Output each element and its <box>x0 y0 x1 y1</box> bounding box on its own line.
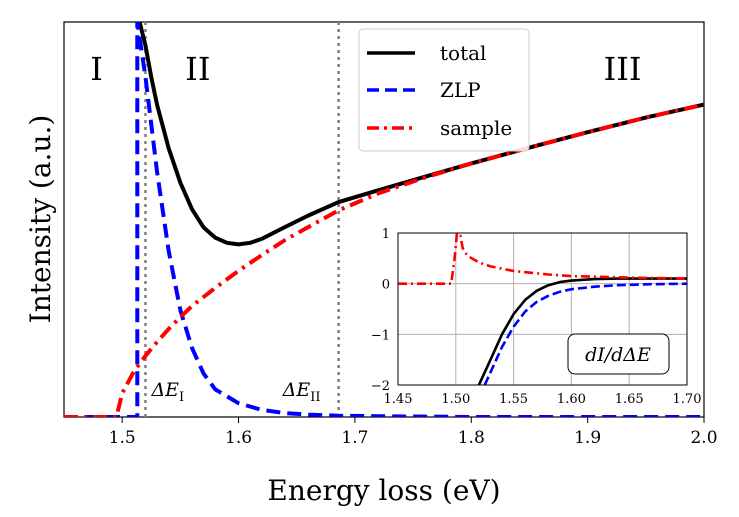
main-x-ticks: 1.5 1.6 1.7 1.8 1.9 2.0 <box>109 417 718 448</box>
x-tick-label: 1.5 <box>109 428 136 448</box>
annotation-box <box>567 333 670 375</box>
x-tick-label: 1.7 <box>341 428 368 448</box>
x-tick-label: 1.8 <box>458 428 485 448</box>
delta-e-one-subscript: I <box>179 390 184 405</box>
legend-label-sample: sample <box>440 116 512 140</box>
inset-ticks: 1.45 1.50 1.55 1.60 1.65 1.70 −2 −1 0 1 <box>371 227 702 407</box>
x-axis-label: Energy loss (eV) <box>267 474 500 507</box>
y-axis-label: Intensity (a.u.) <box>24 115 57 324</box>
svg-text:ΔEI: ΔEI <box>150 379 184 405</box>
legend-label-zlp: ZLP <box>440 78 481 102</box>
inset-series-line-zlp <box>483 282 687 385</box>
x-tick-label: 2.0 <box>690 428 717 448</box>
delta-e-two-symbol: ΔE <box>282 379 311 401</box>
x-tick-label: 1.9 <box>574 428 601 448</box>
region-label-i: I <box>90 50 103 88</box>
inset-series-line-sample <box>398 233 687 285</box>
inset-x-tick-label: 1.45 <box>384 392 413 407</box>
main-series-group <box>64 22 704 417</box>
delta-e-two-label: ΔEII <box>282 379 321 405</box>
legend-box <box>358 28 530 152</box>
inset-series-group <box>398 233 687 385</box>
x-tick-label: 1.6 <box>225 428 252 448</box>
inset-x-tick-label: 1.70 <box>673 392 702 407</box>
inset-x-tick-label: 1.50 <box>441 392 470 407</box>
legend-label-total: total <box>440 41 486 65</box>
region-label-iii: III <box>604 50 642 88</box>
inset-y-tick-label: 1 <box>382 227 390 242</box>
inset-annotation: dI/dΔE <box>567 333 670 375</box>
svg-text:ΔEII: ΔEII <box>282 379 321 405</box>
delta-e-two-subscript: II <box>310 390 320 405</box>
annotation-text: dI/dΔE <box>585 344 651 366</box>
series-line-sample <box>64 102 704 417</box>
delta-e-one-symbol: ΔE <box>150 379 179 401</box>
inset-x-tick-label: 1.55 <box>499 392 528 407</box>
inset-series-line-total <box>477 277 687 385</box>
inset-y-tick-label: −1 <box>371 328 390 343</box>
series-line-zlp <box>64 22 704 417</box>
region-label-ii: II <box>185 50 210 88</box>
inset-y-tick-label: 0 <box>382 278 390 293</box>
inset-x-tick-label: 1.65 <box>615 392 644 407</box>
inset-y-tick-label: −2 <box>371 379 390 394</box>
delta-e-one-label: ΔEI <box>150 379 184 405</box>
inset-x-tick-label: 1.60 <box>557 392 586 407</box>
inset-frame <box>397 232 688 386</box>
legend: total ZLP sample <box>358 28 530 152</box>
